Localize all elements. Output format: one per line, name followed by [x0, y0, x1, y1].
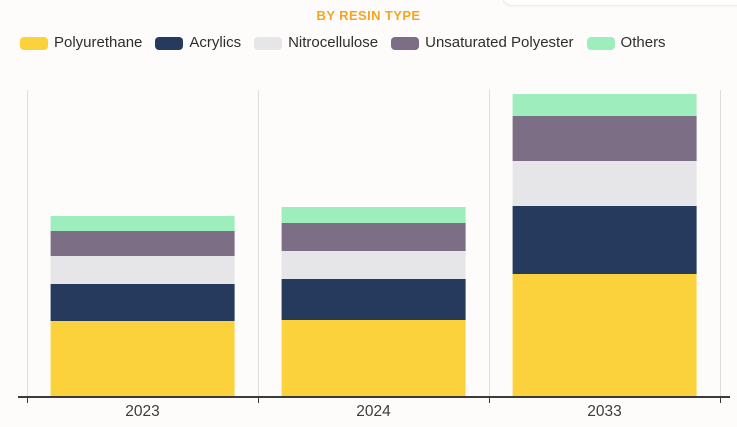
legend-item-polyurethane[interactable]: Polyurethane [20, 33, 142, 53]
x-axis-tick [489, 396, 490, 403]
bar-sections [27, 90, 720, 396]
legend-item-acrylics[interactable]: Acrylics [155, 33, 241, 53]
legend-label: Polyurethane [54, 34, 143, 51]
bar-segment-acrylics[interactable] [50, 284, 235, 322]
bar-segment-others[interactable] [512, 93, 697, 117]
bar-segment-unsaturated-polyester[interactable] [512, 116, 697, 161]
bar-segment-nitrocellulose[interactable] [50, 256, 235, 285]
legend-label: Others [620, 34, 666, 51]
bar-segment-polyurethane[interactable] [281, 319, 466, 396]
x-axis-labels: 2023 2024 2033 [27, 403, 720, 421]
legend-label: Acrylics [189, 34, 242, 51]
bar-segment-unsaturated-polyester[interactable] [50, 231, 235, 257]
legend-item-others[interactable]: Others [586, 33, 666, 53]
category-section-2023 [27, 90, 258, 396]
x-axis-line [18, 396, 730, 398]
x-axis-label-2023: 2023 [125, 403, 160, 420]
legend-item-nitrocellulose[interactable]: Nitrocellulose [254, 33, 378, 53]
bar-segment-nitrocellulose[interactable] [512, 160, 697, 207]
bar-segment-nitrocellulose[interactable] [281, 250, 466, 279]
bar-segment-others[interactable] [50, 216, 235, 232]
bar-segment-polyurethane[interactable] [512, 274, 697, 396]
bar-2023[interactable] [50, 90, 235, 396]
legend-swatch-polyurethane-icon [20, 36, 48, 50]
gridline [257, 90, 259, 396]
gridline [720, 90, 721, 396]
x-axis-label-2033: 2033 [587, 403, 622, 420]
bar-segment-polyurethane[interactable] [50, 321, 235, 396]
category-section-2033 [489, 90, 720, 396]
gridline [489, 90, 490, 396]
category-section-2024 [258, 90, 489, 396]
bar-segment-acrylics[interactable] [512, 206, 697, 275]
bar-2024[interactable] [281, 90, 466, 396]
legend-label: Unsaturated Polyester [425, 34, 574, 51]
legend-swatch-unsaturated-polyester-icon [391, 36, 420, 50]
x-axis-tick [27, 396, 28, 403]
x-axis-tick [720, 396, 721, 403]
bar-segment-acrylics[interactable] [281, 278, 466, 320]
x-axis-label-2024: 2024 [356, 403, 391, 420]
clipped-panel-edge [502, 0, 737, 6]
gridline [27, 90, 28, 396]
chart-title: BY RESIN TYPE [316, 8, 421, 23]
legend-swatch-acrylics-icon [155, 36, 184, 50]
bar-segment-others[interactable] [281, 206, 466, 223]
bar-segment-unsaturated-polyester[interactable] [281, 222, 466, 251]
bar-2033[interactable] [512, 90, 697, 396]
legend-swatch-others-icon [586, 36, 615, 50]
legend-swatch-nitrocellulose-icon [254, 36, 283, 50]
x-axis-tick [257, 396, 259, 403]
legend: Polyurethane Acrylics Nitrocellulose Uns… [20, 33, 666, 53]
legend-item-unsaturated-polyester[interactable]: Unsaturated Polyester [391, 33, 574, 53]
legend-label: Nitrocellulose [288, 34, 379, 51]
plot-area: 2023 2024 2033 [18, 90, 730, 420]
